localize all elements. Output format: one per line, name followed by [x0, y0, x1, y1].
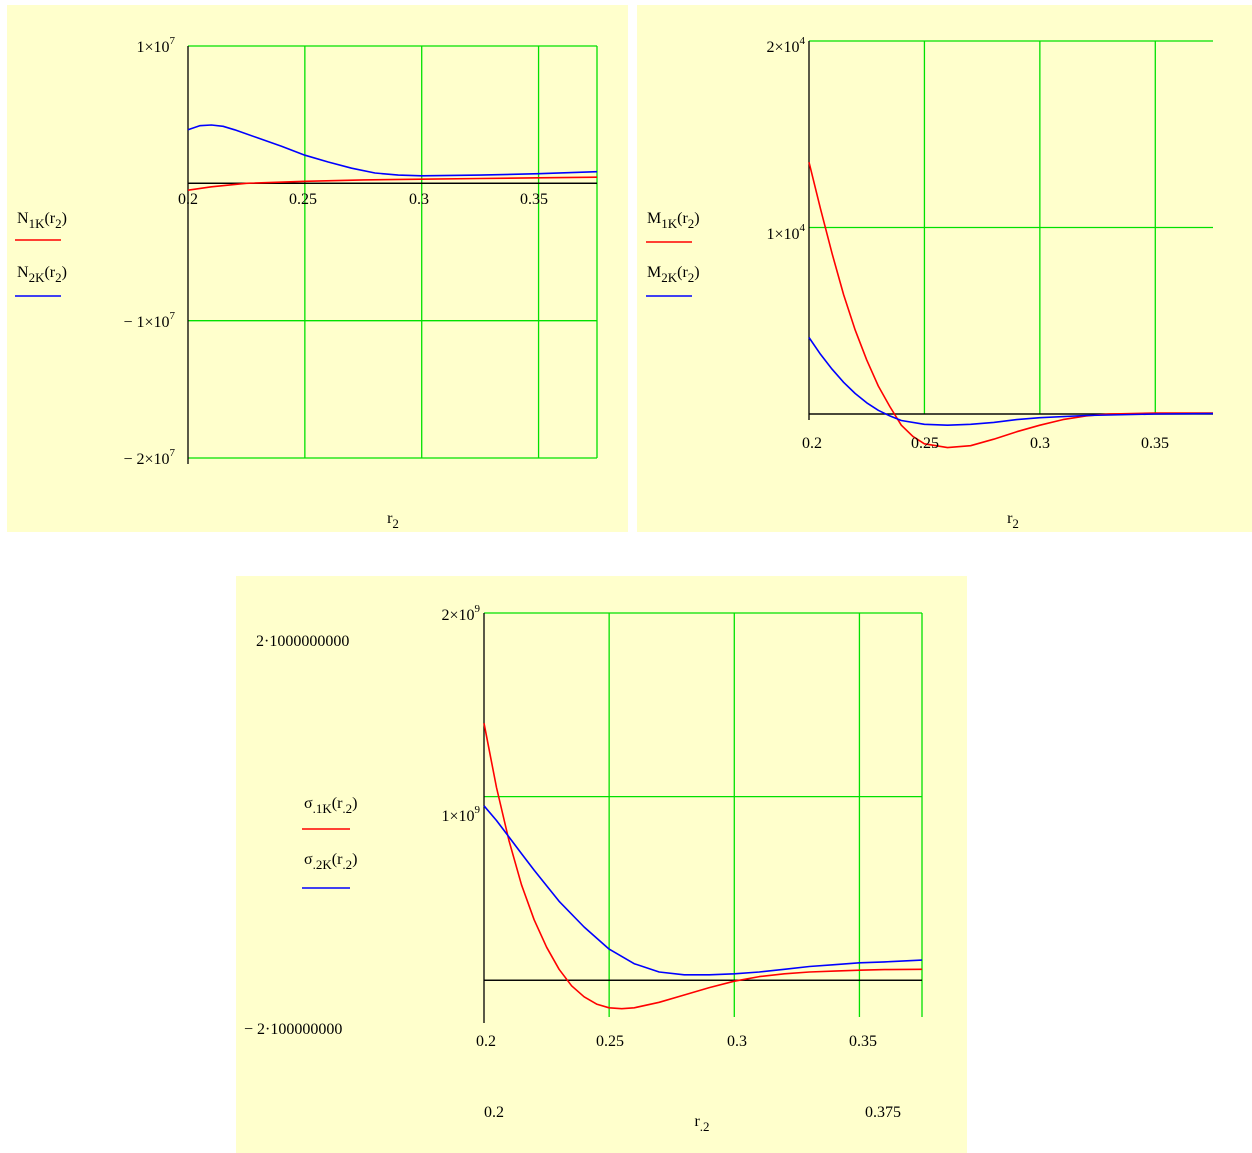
x-axis-label: r.2 [694, 1113, 709, 1134]
x-tick-label: 0.35 [520, 191, 548, 208]
x-min-label: 0.2 [484, 1104, 504, 1121]
x-tick-label: 0.25 [289, 191, 317, 208]
x-axis-label: r2 [1007, 510, 1019, 531]
x-tick-label: 0.2 [178, 191, 198, 208]
legend-label-m2k: M2K(r2) [647, 264, 700, 285]
y-min-label: − 2·100000000 [244, 1021, 342, 1038]
chart-n-svg: 1×107 − 1×107 − 2×107 0.2 0.25 0.3 0.35 … [15, 35, 598, 531]
series-line-n1k-r2 [187, 176, 598, 191]
series-line-2k-r-2 [483, 805, 923, 976]
legend-label-m1k: M1K(r2) [647, 210, 700, 231]
y-tick-label: 2×109 [441, 603, 480, 624]
y-tick-label: 1×109 [441, 804, 480, 825]
chart-m-svg: 2×104 1×104 0.2 0.25 0.3 0.35 r2 M1K(r2)… [646, 35, 1214, 531]
x-tick-label: 0.3 [727, 1033, 747, 1050]
x-tick-label: 0.2 [476, 1033, 496, 1050]
x-max-label: 0.375 [865, 1104, 901, 1121]
series-line-1k-r-2 [483, 723, 923, 1010]
y-tick-label: 1×104 [766, 222, 805, 243]
y-tick-label: 2×104 [766, 35, 805, 56]
chart-panel-m: 2×104 1×104 0.2 0.25 0.3 0.35 r2 M1K(r2)… [637, 5, 1252, 532]
chart-panel-n: 1×107 − 1×107 − 2×107 0.2 0.25 0.3 0.35 … [7, 5, 628, 532]
x-axis-label: r2 [387, 510, 399, 531]
series-line-m2k-r2 [808, 337, 1214, 427]
legend-label-n2k: N2K(r2) [17, 264, 67, 285]
y-tick-label: − 2×107 [123, 447, 175, 468]
x-tick-label: 0.25 [911, 435, 939, 452]
x-tick-label: 0.35 [1141, 435, 1169, 452]
y-tick-label: − 1×107 [123, 310, 175, 331]
chart-sigma-svg: 2×109 1×109 2·1000000000 − 2·100000000 0… [244, 603, 923, 1134]
x-tick-label: 0.3 [409, 191, 429, 208]
x-tick-label: 0.25 [596, 1033, 624, 1050]
legend-label-sigma1k: σ.1K(r.2) [304, 795, 358, 816]
x-tick-label: 0.3 [1030, 435, 1050, 452]
y-max-label: 2·1000000000 [256, 633, 349, 650]
legend-label-sigma2k: σ.2K(r.2) [304, 851, 358, 872]
legend-label-n1k: N1K(r2) [17, 210, 67, 231]
y-tick-label: 1×107 [136, 35, 175, 56]
series-line-n2k-r2 [187, 124, 598, 177]
series-line-m1k-r2 [808, 162, 1213, 449]
chart-panel-sigma: 2×109 1×109 2·1000000000 − 2·100000000 0… [236, 576, 967, 1153]
x-tick-label: 0.2 [802, 435, 822, 452]
x-tick-label: 0.35 [849, 1033, 877, 1050]
